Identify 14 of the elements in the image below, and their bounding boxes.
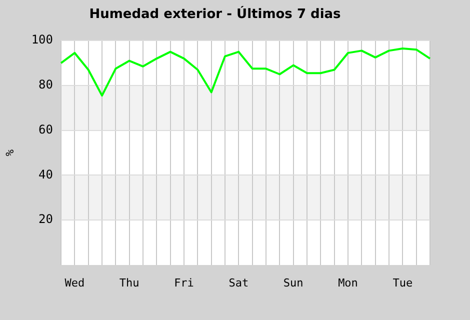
x-tick-label: Tue [392,276,413,290]
y-axis-title: % [3,149,16,156]
chart-title: Humedad exterior - Últimos 7 dias [89,5,342,22]
x-tick-label: Sat [228,276,249,290]
x-tick-label: Sun [283,276,304,290]
x-tick-label: Thu [119,276,140,290]
y-tick-label: 100 [31,32,53,47]
x-tick-label: Fri [174,276,194,290]
y-tick-label: 80 [38,78,53,92]
y-tick-label: 20 [38,212,53,226]
x-tick-label: Mon [338,276,358,290]
y-tick-label: 40 [38,167,53,182]
y-tick-label: 60 [38,122,53,136]
x-tick-label: Wed [64,276,85,290]
